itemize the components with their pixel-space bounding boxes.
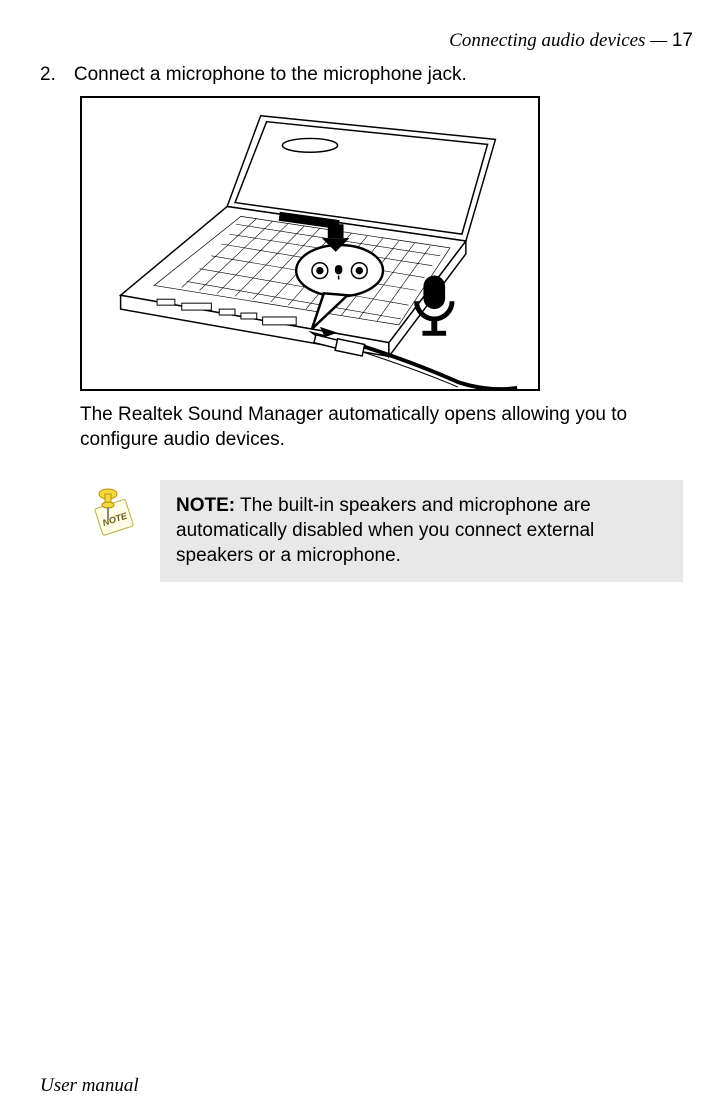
footer-text: User manual	[40, 1075, 139, 1097]
page-header: Connecting audio devices — 17	[40, 30, 693, 52]
page-number: 17	[672, 30, 693, 51]
laptop-figure	[80, 96, 540, 391]
laptop-diagram	[82, 98, 538, 389]
step-row: 2. Connect a microphone to the microphon…	[40, 64, 693, 86]
step-text: Connect a microphone to the microphone j…	[74, 64, 467, 86]
note-text-container: NOTE: The built-in speakers and micropho…	[160, 480, 683, 582]
note-pushpin-icon: NOTE	[80, 480, 142, 542]
section-title: Connecting audio devices —	[449, 30, 667, 51]
step-number: 2.	[40, 64, 56, 86]
post-figure-text: The Realtek Sound Manager automatically …	[80, 403, 683, 452]
note-label: NOTE:	[176, 495, 235, 516]
note-block: NOTE NOTE: The built-in speakers and mic…	[80, 480, 683, 582]
note-body: The built-in speakers and microphone are…	[176, 495, 594, 565]
